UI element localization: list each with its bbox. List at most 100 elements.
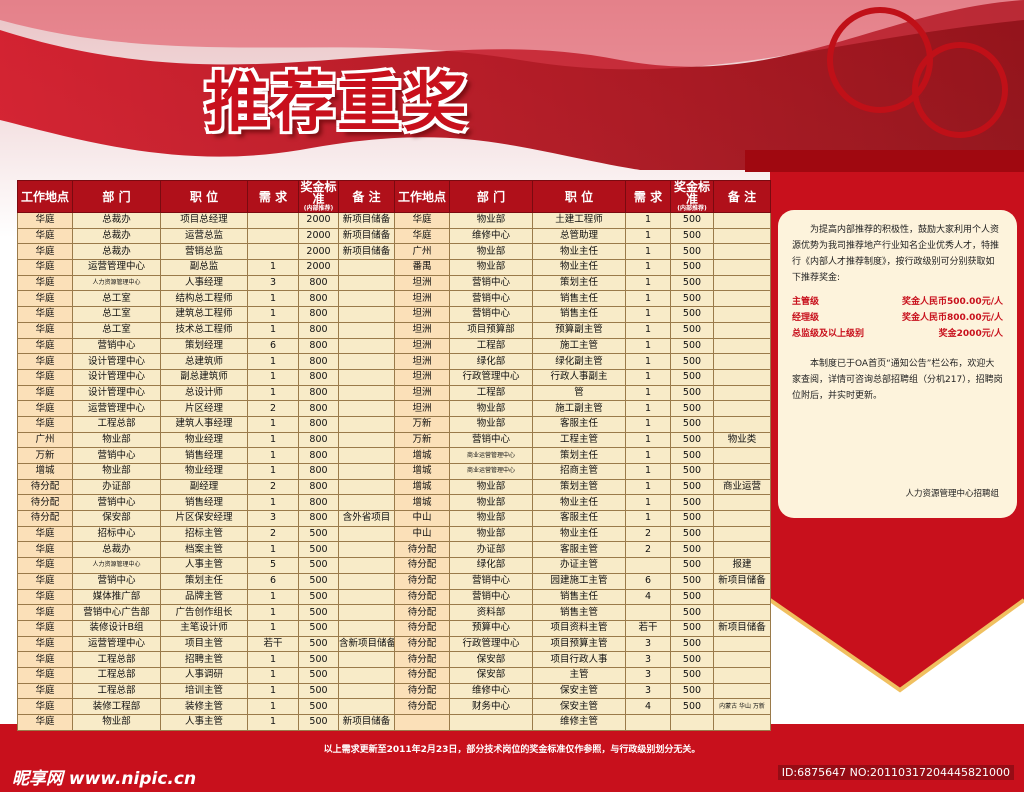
cell: 800 (298, 337, 339, 355)
cell: 坦洲 (394, 368, 450, 386)
cell: 5 (247, 557, 299, 574)
cell: 人力资源管理中心 (72, 557, 161, 574)
table-row: 华庭 营销中心 策划主任 6 500 待分配 营销中心 园建施工主管 6 500 新项目储备 (17, 572, 771, 590)
cell: 华庭 (17, 682, 73, 700)
cell: 1 (625, 510, 671, 527)
table-row: 华庭 总工室 建筑总工程师 1 800 坦洲 营销中心 销售主任 1 500 (17, 306, 771, 323)
level-name: 主管级 (792, 297, 820, 307)
cell (338, 306, 395, 323)
cell: 工程部 (449, 384, 533, 402)
cell: 工程总部 (72, 415, 161, 433)
table-row: 华庭 总裁办 运营总监 2000 新项目储备 华庭 维修中心 总管助理 1 500 (17, 227, 771, 245)
cell (713, 274, 771, 292)
cell: 1 (247, 494, 299, 512)
cell: 华庭 (17, 290, 73, 308)
table-row: 华庭 物业部 人事主管 1 500 新项目储备 维修主管 (17, 714, 771, 731)
cell: 800 (298, 384, 339, 402)
cell: 物业主任 (532, 494, 626, 512)
cell (338, 619, 395, 637)
cell (247, 212, 299, 229)
cell: 500 (670, 619, 714, 637)
cell: 含新项目储备 (338, 635, 395, 653)
cell: 物业部 (72, 431, 161, 449)
cell: 行政管理中心 (449, 368, 533, 386)
cell: 广告创作组长 (160, 604, 248, 621)
cell: 商业运营管理中心 (449, 463, 533, 480)
cell: 500 (670, 478, 714, 496)
cell: 物业部 (72, 463, 161, 480)
cell: 营销中心 (72, 447, 161, 464)
cell: 1 (247, 321, 299, 339)
cell: 1 (247, 619, 299, 637)
level-name: 总监级及以上级别 (792, 329, 865, 339)
cell: 1 (247, 290, 299, 308)
cell: 保安部 (449, 666, 533, 684)
cell: 万新 (17, 447, 73, 464)
cell: 待分配 (394, 682, 450, 700)
cell (338, 447, 395, 464)
cell: 2 (247, 400, 299, 417)
cell: 500 (298, 572, 339, 590)
cell: 维修主管 (532, 714, 626, 731)
cell (713, 714, 771, 731)
cell: 华庭 (17, 651, 73, 668)
cell: 4 (625, 588, 671, 606)
cell: 500 (298, 714, 339, 731)
cell: 800 (298, 478, 339, 496)
cell: 500 (670, 321, 714, 339)
cell: 1 (247, 447, 299, 464)
table-row: 华庭 工程总部 建筑人事经理 1 800 万新 物业部 客服主任 1 500 (17, 415, 771, 433)
column-header: 奖金标准 (内部推荐) (670, 180, 714, 213)
cell: 800 (298, 415, 339, 433)
cell: 施工副主管 (532, 400, 626, 417)
cell: 物业部 (72, 714, 161, 731)
cell: 500 (670, 588, 714, 606)
cell: 项目主管 (160, 635, 248, 653)
cell: 1 (247, 604, 299, 621)
cell: 营销中心 (449, 274, 533, 292)
cell: 管 (532, 384, 626, 402)
cell: 华庭 (17, 714, 73, 731)
cell (713, 541, 771, 559)
cell: 500 (298, 604, 339, 621)
column-header: 部 门 (72, 180, 161, 213)
cell (713, 243, 771, 261)
cell: 人事主管 (160, 557, 248, 574)
cell: 坦洲 (394, 353, 450, 370)
cell: 绿化部 (449, 353, 533, 370)
cell: 500 (298, 541, 339, 559)
cell: 预算中心 (449, 619, 533, 637)
cell: 6 (625, 572, 671, 590)
cell: 华庭 (17, 415, 73, 433)
cell: 坦洲 (394, 321, 450, 339)
cell: 设计管理中心 (72, 353, 161, 370)
cell (338, 431, 395, 449)
cell: 物业主任 (532, 525, 626, 543)
cell: 500 (670, 447, 714, 464)
recruit-table: 工作地点部 门职 位需 求奖金标准 (内部推荐) 备 注工作地点部 门职 位需 求奖… (17, 180, 771, 731)
level-bonus: 奖金人民币800.00元/人 (901, 313, 1003, 323)
cell: 营销中心 (449, 588, 533, 606)
cell: 1 (625, 306, 671, 323)
cell (713, 368, 771, 386)
cell: 行政管理中心 (449, 635, 533, 653)
cell: 500 (670, 415, 714, 433)
cell (713, 447, 771, 464)
cell: 总裁办 (72, 212, 161, 229)
table-row: 华庭 总裁办 营销总监 2000 新项目储备 广州 物业部 物业主任 1 500 (17, 243, 771, 261)
cell: 坦洲 (394, 400, 450, 417)
cell: 华庭 (17, 698, 73, 715)
cell: 预算副主管 (532, 321, 626, 339)
column-sublabel: (内部推荐) (677, 205, 707, 212)
cell: 广州 (17, 431, 73, 449)
cell: 待分配 (394, 698, 450, 715)
cell: 客服主任 (532, 415, 626, 433)
table-row: 华庭 设计管理中心 总设计师 1 800 坦洲 工程部管 1 500 (17, 384, 771, 402)
cell: 1 (247, 353, 299, 370)
cell: 含外省项目 (338, 510, 395, 527)
table-row: 华庭 工程总部 人事调研 1 500 待分配 保安部 主管 3 500 (17, 666, 771, 684)
cell: 华庭 (17, 353, 73, 370)
cell (713, 588, 771, 606)
cell: 招聘主管 (160, 651, 248, 668)
cell: 1 (625, 274, 671, 292)
